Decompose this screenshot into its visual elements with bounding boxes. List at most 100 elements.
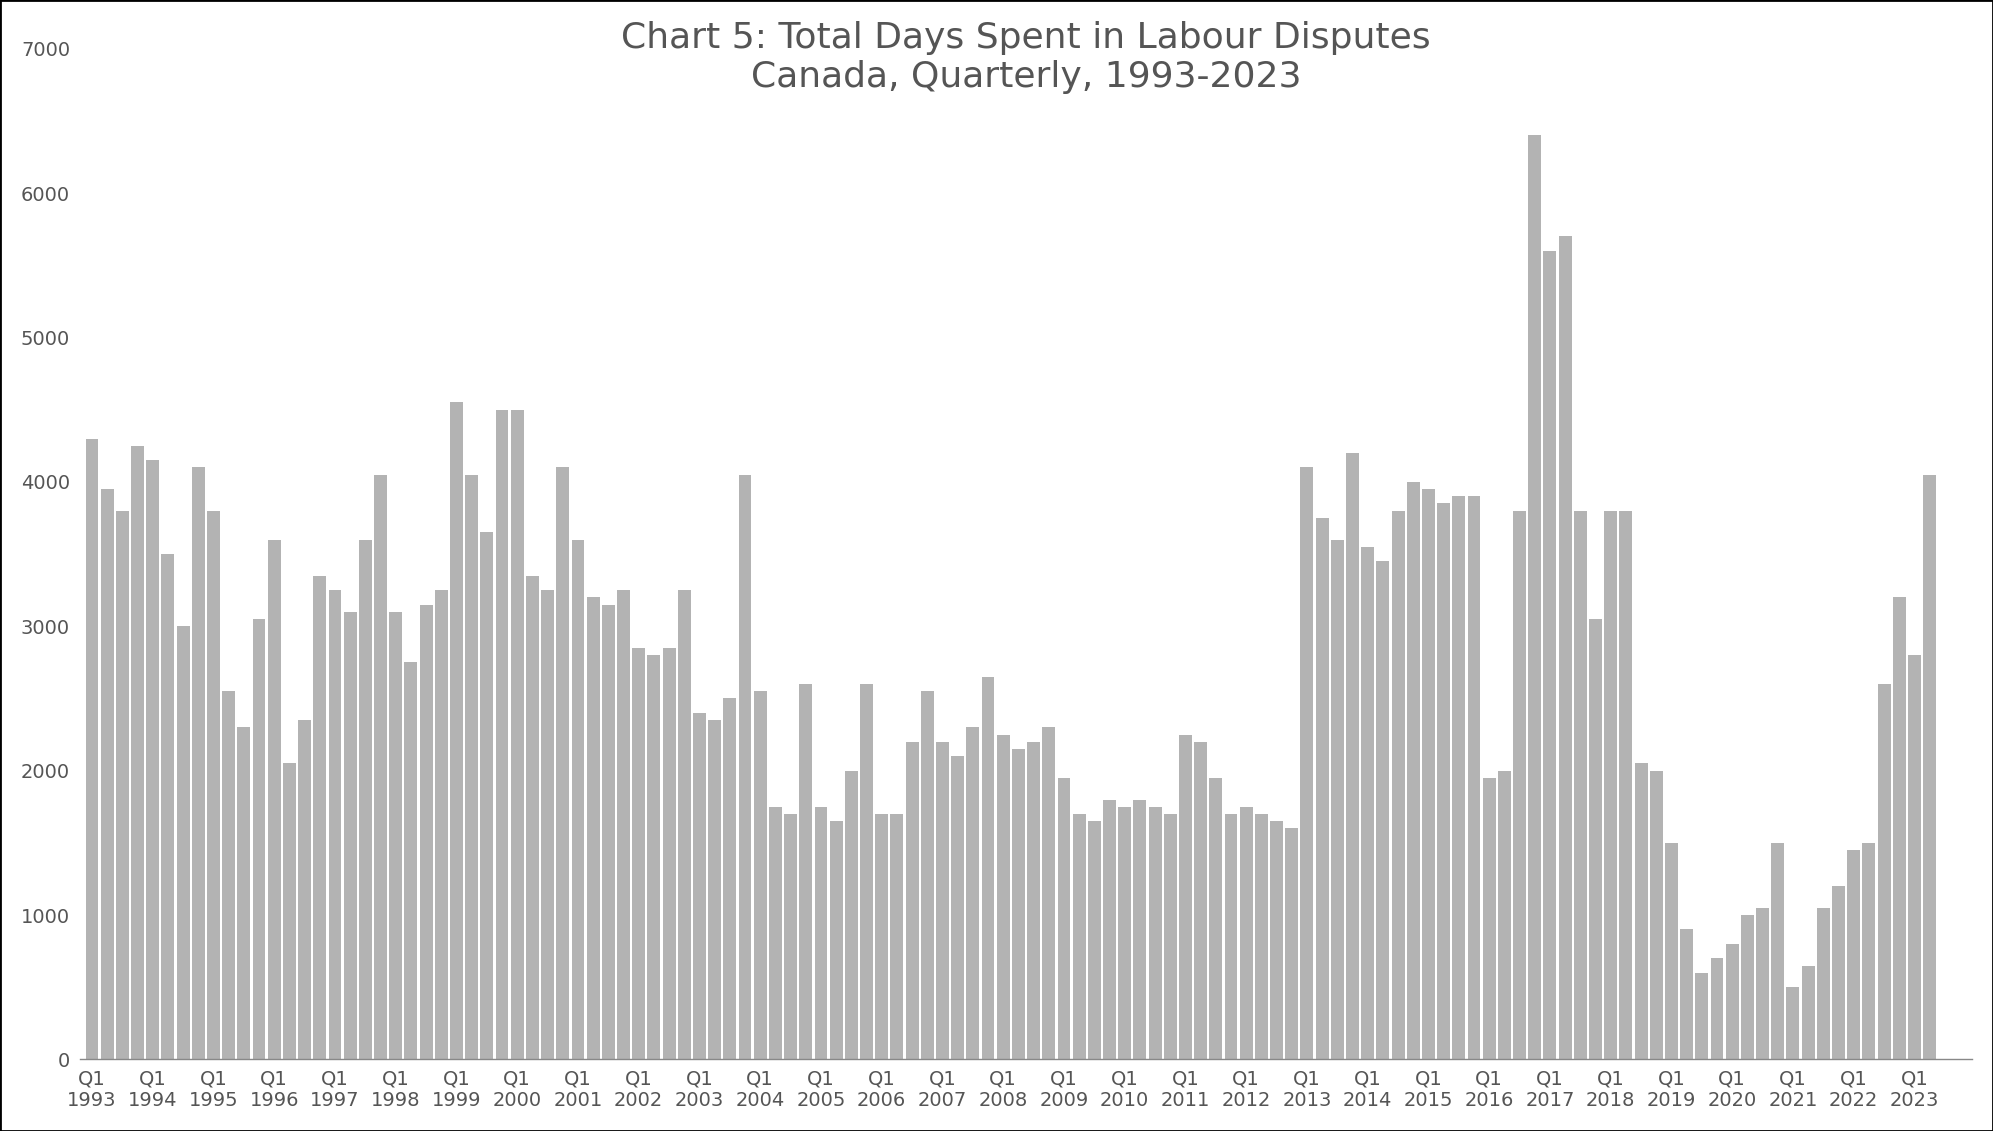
Title: Chart 5: Total Days Spent in Labour Disputes
Canada, Quarterly, 1993-2023: Chart 5: Total Days Spent in Labour Disp…: [622, 20, 1431, 94]
Bar: [891, 814, 903, 1060]
Bar: [1604, 511, 1616, 1060]
Bar: [1620, 511, 1632, 1060]
Bar: [1210, 778, 1222, 1060]
Bar: [983, 676, 995, 1060]
Bar: [1543, 251, 1557, 1060]
Bar: [510, 409, 524, 1060]
Bar: [1848, 851, 1859, 1060]
Bar: [1772, 843, 1784, 1060]
Bar: [783, 814, 797, 1060]
Bar: [1529, 136, 1541, 1060]
Bar: [1923, 475, 1935, 1060]
Bar: [1301, 467, 1313, 1060]
Bar: [1802, 966, 1814, 1060]
Bar: [253, 619, 265, 1060]
Bar: [1742, 915, 1754, 1060]
Bar: [1483, 778, 1495, 1060]
Bar: [1118, 806, 1132, 1060]
Bar: [1331, 539, 1343, 1060]
Bar: [875, 814, 889, 1060]
Bar: [1407, 482, 1419, 1060]
Bar: [678, 590, 692, 1060]
Bar: [1437, 503, 1451, 1060]
Bar: [556, 467, 570, 1060]
Bar: [1877, 684, 1891, 1060]
Bar: [329, 590, 341, 1060]
Bar: [1102, 800, 1116, 1060]
Bar: [996, 734, 1010, 1060]
Bar: [359, 539, 373, 1060]
Bar: [496, 409, 508, 1060]
Bar: [526, 576, 538, 1060]
Bar: [480, 533, 494, 1060]
Bar: [132, 446, 143, 1060]
Bar: [861, 684, 873, 1060]
Bar: [1664, 843, 1678, 1060]
Bar: [1786, 987, 1800, 1060]
Bar: [1559, 236, 1572, 1060]
Bar: [389, 612, 403, 1060]
Bar: [1148, 806, 1162, 1060]
Bar: [845, 770, 857, 1060]
Bar: [1832, 887, 1846, 1060]
Bar: [648, 655, 660, 1060]
Bar: [116, 511, 130, 1060]
Bar: [1058, 778, 1070, 1060]
Bar: [1088, 821, 1100, 1060]
Bar: [207, 511, 219, 1060]
Bar: [951, 757, 965, 1060]
Bar: [1042, 727, 1054, 1060]
Bar: [739, 475, 751, 1060]
Bar: [1893, 597, 1905, 1060]
Bar: [1726, 944, 1738, 1060]
Bar: [86, 439, 98, 1060]
Bar: [1194, 742, 1208, 1060]
Bar: [572, 539, 584, 1060]
Bar: [299, 720, 311, 1060]
Bar: [618, 590, 630, 1060]
Bar: [694, 713, 706, 1060]
Bar: [1377, 561, 1389, 1060]
Bar: [102, 489, 114, 1060]
Bar: [1421, 489, 1435, 1060]
Bar: [1361, 546, 1373, 1060]
Bar: [632, 648, 646, 1060]
Bar: [1818, 908, 1830, 1060]
Bar: [1861, 843, 1875, 1060]
Bar: [1240, 806, 1254, 1060]
Bar: [1513, 511, 1527, 1060]
Bar: [1574, 511, 1586, 1060]
Bar: [191, 467, 205, 1060]
Bar: [1345, 452, 1359, 1060]
Bar: [221, 691, 235, 1060]
Bar: [586, 597, 600, 1060]
Bar: [405, 663, 417, 1060]
Bar: [267, 539, 281, 1060]
Bar: [237, 727, 251, 1060]
Bar: [421, 605, 432, 1060]
Bar: [343, 612, 357, 1060]
Bar: [1270, 821, 1283, 1060]
Bar: [542, 590, 554, 1060]
Bar: [1391, 511, 1405, 1060]
Bar: [602, 605, 614, 1060]
Bar: [708, 720, 721, 1060]
Bar: [937, 742, 949, 1060]
Bar: [1634, 763, 1648, 1060]
Bar: [1588, 619, 1602, 1060]
Bar: [145, 460, 159, 1060]
Bar: [753, 691, 767, 1060]
Bar: [375, 475, 387, 1060]
Bar: [799, 684, 813, 1060]
Bar: [1256, 814, 1268, 1060]
Bar: [905, 742, 919, 1060]
Bar: [967, 727, 979, 1060]
Bar: [1072, 814, 1086, 1060]
Bar: [1164, 814, 1176, 1060]
Bar: [1650, 770, 1662, 1060]
Bar: [177, 627, 189, 1060]
Bar: [283, 763, 295, 1060]
Bar: [1756, 908, 1770, 1060]
Bar: [1499, 770, 1511, 1060]
Bar: [434, 590, 448, 1060]
